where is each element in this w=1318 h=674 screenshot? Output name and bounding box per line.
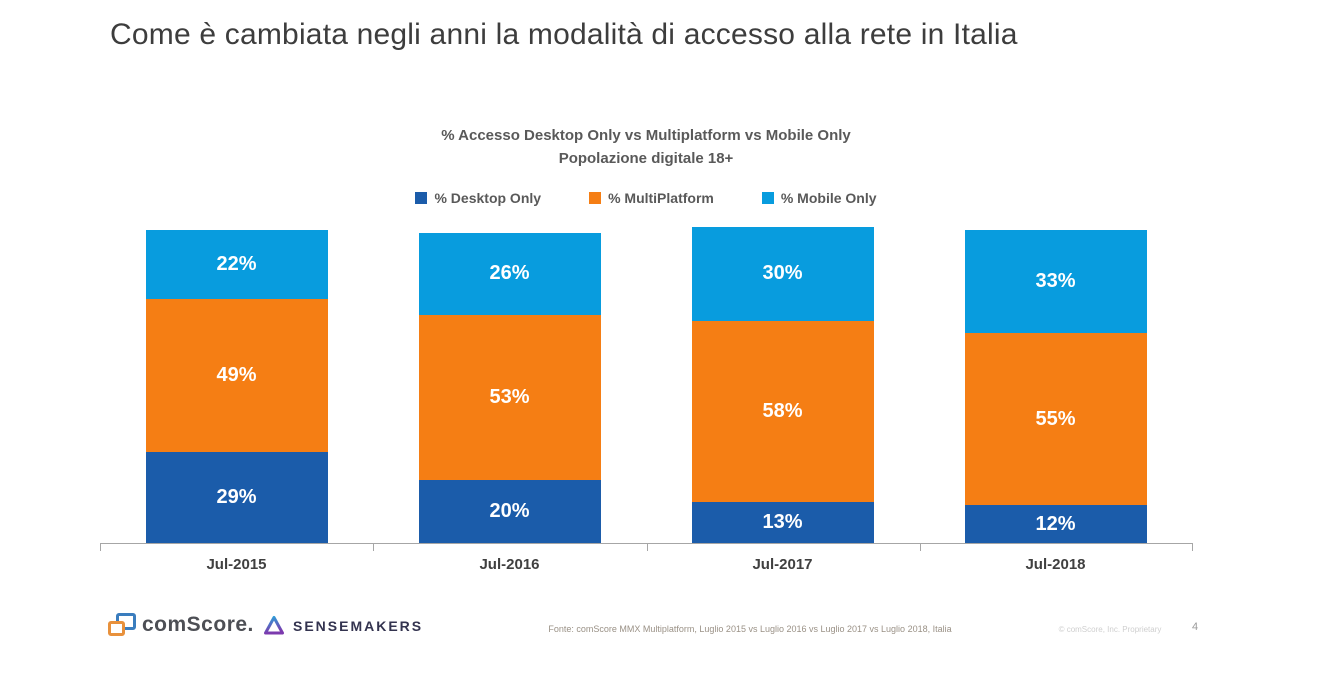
bar-segment: 20% xyxy=(418,480,601,543)
bar-segment-value-label: 33% xyxy=(1035,270,1076,293)
bar-segment-value-label: 53% xyxy=(489,385,530,408)
bar-segment: 49% xyxy=(145,298,328,453)
chart-subtitle: Popolazione digitale 18+ xyxy=(558,150,734,168)
axis-tick xyxy=(1192,544,1193,551)
slide-footer: comScore. Sensemakers Fonte: comScore MM… xyxy=(0,600,1318,660)
sensemakers-triangle-icon xyxy=(262,614,286,638)
source-note: Fonte: comScore MMX Multiplatform, Lugli… xyxy=(548,624,952,634)
x-axis-label: Jul-2015 xyxy=(206,556,267,573)
bar-segment-value-label: 29% xyxy=(216,486,257,509)
bar-segment: 22% xyxy=(145,230,328,299)
stacked-bar: 26% 53% 20% xyxy=(418,233,601,543)
legend-item-3: % Mobile Only xyxy=(761,190,877,206)
bar-segment: 53% xyxy=(418,314,601,481)
x-axis xyxy=(100,543,1193,552)
page-number: 4 xyxy=(1192,621,1199,633)
bar-column-Jul-2016: 26% 53% 20% xyxy=(373,230,646,543)
page-title: Come è cambiata negli anni la modalità d… xyxy=(110,18,1018,51)
x-axis-label: Jul-2017 xyxy=(752,556,813,573)
bar-segment: 13% xyxy=(691,502,874,543)
chart-title: % Accesso Desktop Only vs Multiplatform … xyxy=(441,127,851,144)
bar-column-Jul-2015: 22% 49% 29% xyxy=(100,230,373,543)
bar-segment: 55% xyxy=(964,333,1147,506)
bar-segment-value-label: 26% xyxy=(489,262,530,285)
bar-segment: 30% xyxy=(691,226,874,321)
stacked-bar: 22% 49% 29% xyxy=(145,230,328,543)
legend-marker-icon xyxy=(415,192,428,204)
sensemakers-logo-text: Sensemakers xyxy=(293,618,424,634)
bar-segment-value-label: 12% xyxy=(1035,512,1076,535)
bar-chart-plot: 22% 49% 29% 26% 53% 20% 30% 58% 13% 33% 55% 12% xyxy=(100,226,1192,543)
bar-segment-value-label: 55% xyxy=(1035,407,1076,430)
bar-segment-value-label: 20% xyxy=(489,500,530,523)
comscore-screens-icon xyxy=(108,612,136,638)
axis-tick xyxy=(646,544,648,551)
bar-segment: 29% xyxy=(145,452,328,543)
legend-label: % MultiPlatform xyxy=(608,190,714,206)
bar-segment-value-label: 58% xyxy=(762,400,803,423)
copyright-note: © comScore, Inc. Proprietary xyxy=(1058,625,1162,634)
stacked-bar: 30% 58% 13% xyxy=(691,226,874,543)
x-axis-labels: Jul-2015 Jul-2016 Jul-2017 Jul-2018 xyxy=(100,556,1192,573)
bar-segment: 26% xyxy=(418,233,601,315)
bar-segment-value-label: 49% xyxy=(216,364,257,387)
sensemakers-logo: Sensemakers xyxy=(262,614,423,638)
comscore-logo: comScore. xyxy=(108,612,254,638)
legend: % Desktop Only % MultiPlatform % Mobile On… xyxy=(100,190,1192,206)
stacked-bar: 33% 55% 12% xyxy=(964,230,1147,543)
bar-segment: 58% xyxy=(691,320,874,503)
bar-segment: 12% xyxy=(964,505,1147,543)
legend-item-1: % Desktop Only xyxy=(415,190,541,206)
bar-segment-value-label: 22% xyxy=(216,252,257,275)
comscore-logo-text: comScore. xyxy=(142,613,254,636)
legend-item-2: % MultiPlatform xyxy=(589,190,714,206)
bar-segment-value-label: 30% xyxy=(762,262,803,285)
legend-label: % Mobile Only xyxy=(780,190,877,206)
chart-title-block: % Accesso Desktop Only vs Multiplatform … xyxy=(100,124,1192,171)
axis-tick xyxy=(100,544,101,551)
legend-label: % Desktop Only xyxy=(434,190,542,206)
x-axis-label: Jul-2018 xyxy=(1025,556,1086,573)
legend-marker-icon xyxy=(761,192,774,204)
bar-column-Jul-2017: 30% 58% 13% xyxy=(646,226,919,543)
x-axis-label: Jul-2016 xyxy=(479,556,540,573)
bar-column-Jul-2018: 33% 55% 12% xyxy=(919,230,1192,543)
axis-tick xyxy=(919,544,921,551)
bar-segment: 33% xyxy=(964,230,1147,334)
axis-tick xyxy=(373,544,375,551)
bar-segment-value-label: 13% xyxy=(762,511,803,534)
legend-marker-icon xyxy=(589,192,602,204)
